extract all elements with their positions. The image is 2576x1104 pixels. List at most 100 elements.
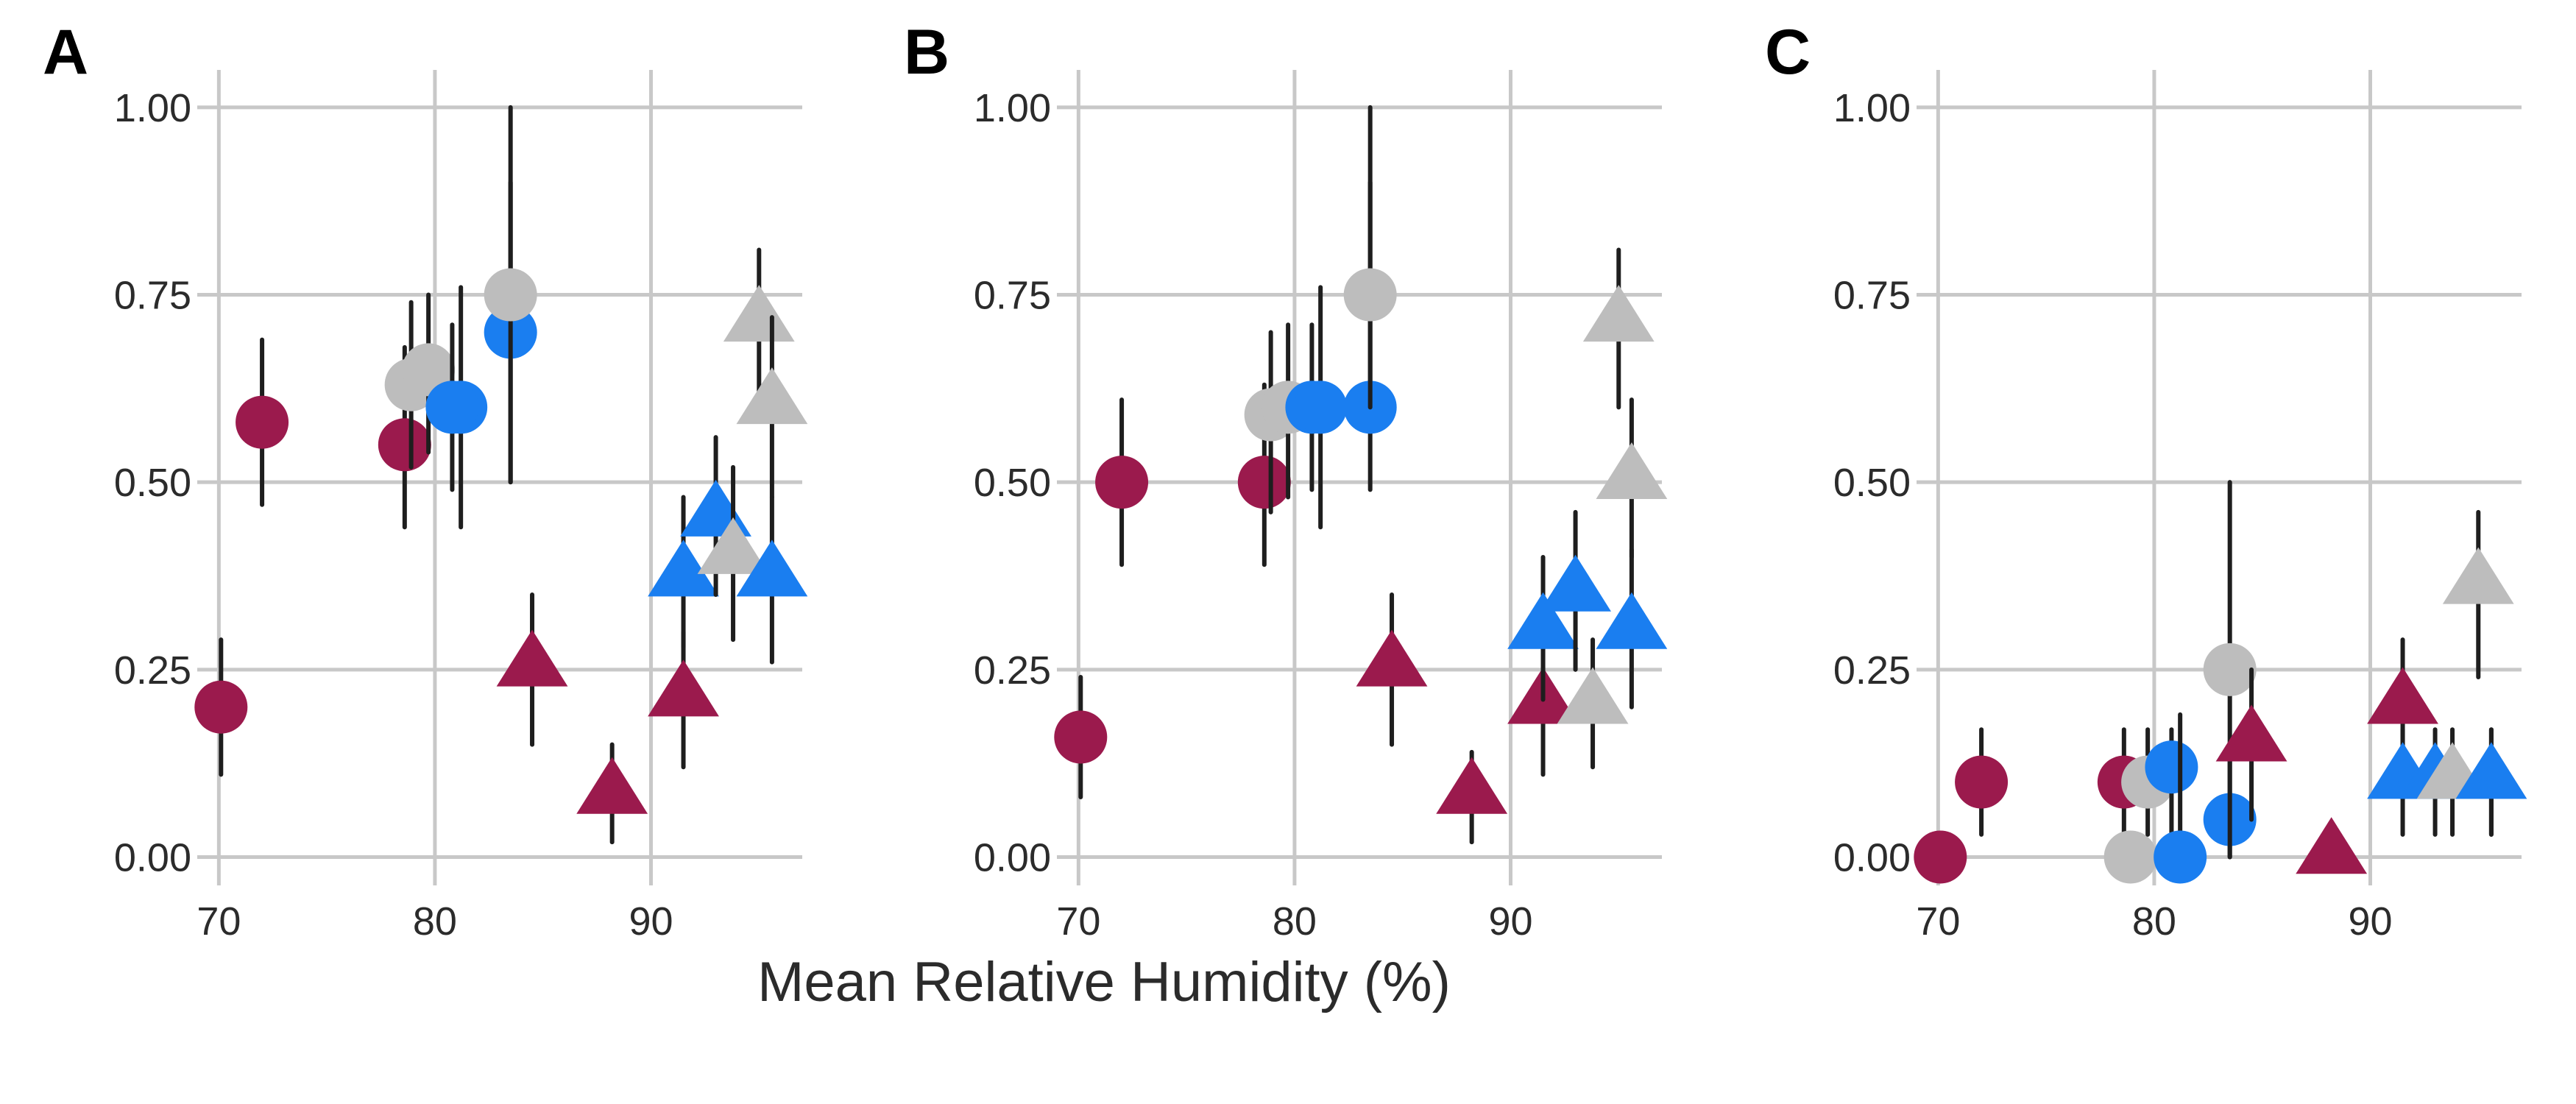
circle-marker	[194, 680, 248, 734]
y-tick-label: 1.00	[114, 86, 191, 130]
data-point	[576, 742, 648, 845]
data-point	[1540, 509, 1611, 672]
panel-a: A 0.00 0.25 0.50 0.75 1.00 70 80 90	[43, 17, 808, 944]
panel-label: C	[1765, 17, 1811, 88]
y-tick-label: 0.00	[974, 835, 1051, 880]
triangle-marker	[736, 539, 808, 597]
triangle-marker	[723, 285, 795, 342]
circle-marker	[1054, 710, 1108, 764]
data-point	[194, 637, 248, 777]
triangle-marker	[648, 659, 719, 717]
triangle-marker	[680, 479, 751, 537]
data-point	[736, 495, 808, 665]
triangle-marker	[1356, 629, 1428, 687]
data-point	[2145, 727, 2198, 837]
circle-marker	[1914, 830, 1967, 884]
triangle-marker	[2296, 817, 2368, 874]
triangle-marker	[1436, 757, 1508, 814]
x-tick-label: 70	[1916, 899, 1960, 944]
circle-marker	[2103, 830, 2157, 884]
x-tick-label: 90	[2348, 899, 2392, 944]
y-tick-label: 1.00	[974, 86, 1051, 130]
data-point	[723, 247, 795, 394]
data-point	[1294, 285, 1348, 530]
triangle-marker	[1540, 554, 1611, 612]
circle-marker	[378, 418, 431, 472]
data-point	[2203, 480, 2257, 860]
circle-marker	[2145, 740, 2198, 794]
circle-marker	[1237, 456, 1291, 509]
data-point	[1343, 180, 1397, 410]
triangle-marker	[2367, 667, 2438, 724]
y-tick-label: 0.00	[1833, 835, 1911, 880]
circle-marker	[425, 381, 479, 434]
triangle-marker	[2442, 547, 2514, 604]
panel-label: B	[904, 17, 949, 88]
triangle-marker	[2215, 704, 2287, 762]
data-point	[648, 495, 719, 650]
y-tick-label: 0.00	[114, 835, 191, 880]
data-point	[736, 315, 808, 500]
y-tick-label: 0.50	[974, 461, 1051, 505]
triangle-marker	[697, 517, 769, 574]
data-point	[1356, 592, 1428, 747]
triangle-marker	[1582, 285, 1655, 342]
x-tick-label: 80	[413, 899, 457, 944]
panel-b: B 0.00 0.25 0.50 0.75 1.00 70 80 90	[904, 17, 1668, 944]
panel-label: A	[43, 17, 88, 88]
y-tick-label: 0.50	[114, 461, 191, 505]
data-point	[1596, 547, 1668, 710]
y-tick-label: 0.75	[114, 274, 191, 318]
y-tick-label: 1.00	[1833, 86, 1911, 130]
data-point	[1557, 637, 1629, 770]
data-point	[697, 464, 769, 643]
data-point	[2103, 830, 2157, 884]
y-tick-label: 0.25	[114, 648, 191, 693]
data-point	[1095, 397, 1149, 567]
y-tick-label: 0.25	[974, 648, 1051, 693]
data-point	[236, 337, 289, 507]
data-point	[496, 592, 568, 747]
triangle-marker	[648, 539, 719, 597]
data-point	[1436, 749, 1508, 845]
y-tick-label: 0.50	[1833, 461, 1911, 505]
x-tick-label: 80	[2132, 899, 2176, 944]
circle-marker	[1955, 755, 2009, 809]
circle-marker	[1294, 381, 1348, 434]
x-tick-label: 80	[1273, 899, 1317, 944]
x-tick-label: 90	[1488, 899, 1532, 944]
triangle-marker	[1507, 592, 1579, 649]
triangle-marker	[576, 757, 648, 814]
data-point	[1914, 830, 1967, 884]
circle-marker	[484, 268, 537, 322]
triangle-marker	[2455, 742, 2527, 799]
data-point	[2215, 667, 2287, 822]
triangle-marker	[1557, 667, 1629, 724]
circle-marker	[236, 395, 289, 449]
triangle-marker	[1596, 442, 1668, 499]
triangle-marker	[496, 629, 568, 687]
data-point	[1582, 247, 1655, 410]
data-point	[2154, 712, 2207, 884]
y-tick-label: 0.75	[1833, 274, 1911, 318]
data-point	[425, 322, 479, 492]
x-axis-title: Mean Relative Humidity (%)	[757, 951, 1451, 1013]
circle-marker	[1095, 456, 1149, 509]
circle-marker	[2203, 643, 2257, 696]
x-tick-label: 70	[1056, 899, 1100, 944]
triangle-marker	[736, 367, 808, 425]
y-tick-label: 0.75	[974, 274, 1051, 318]
data-point	[648, 629, 719, 770]
circle-marker	[1343, 268, 1397, 322]
data-point	[2455, 727, 2527, 837]
triangle-marker	[1596, 592, 1668, 649]
data-point	[1507, 555, 1579, 702]
circle-marker	[2154, 830, 2207, 884]
x-tick-label: 90	[629, 899, 673, 944]
data-point	[2296, 817, 2368, 874]
panel-c: C 0.00 0.25 0.50 0.75 1.00 70 80 90	[1765, 17, 2527, 944]
x-tick-label: 70	[197, 899, 241, 944]
data-point	[1054, 675, 1108, 799]
y-tick-label: 0.25	[1833, 648, 1911, 693]
